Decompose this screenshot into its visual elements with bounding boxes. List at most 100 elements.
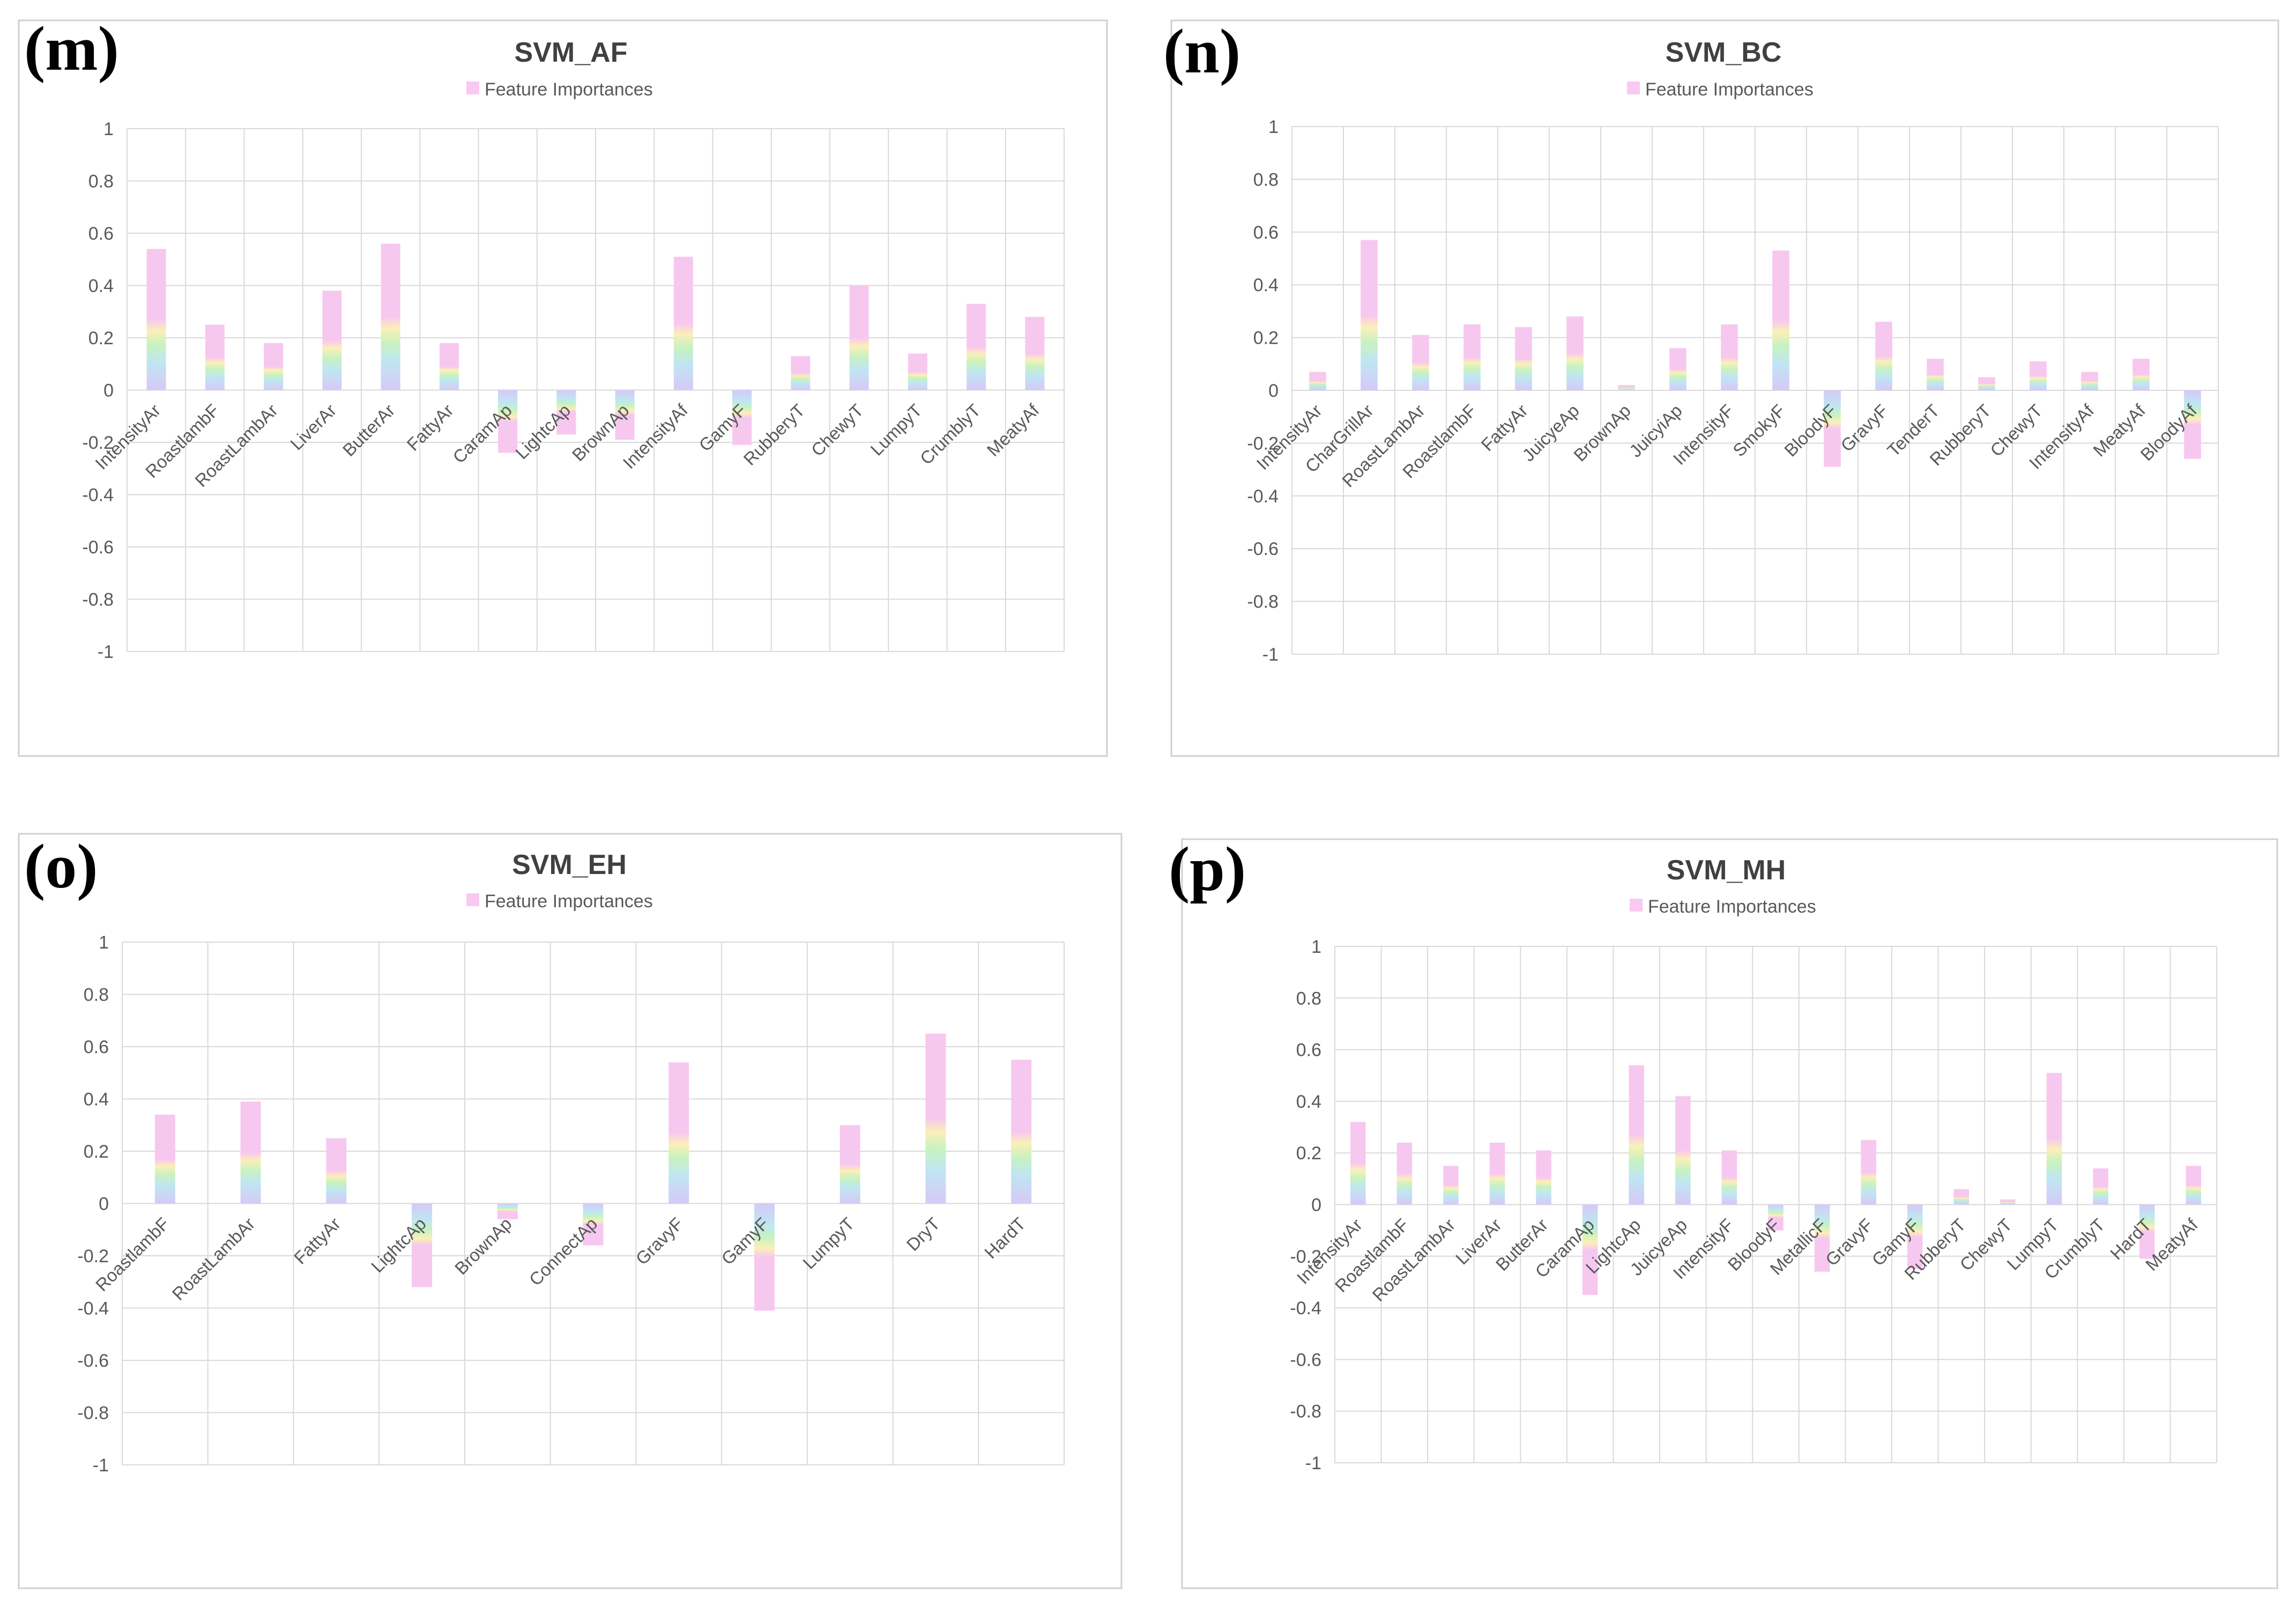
bar-lightcap <box>556 390 576 435</box>
bar-intensityf <box>1721 324 1738 390</box>
bar-lumpyt <box>2046 1072 2062 1205</box>
bar-roastlambar <box>1443 1166 1459 1205</box>
bar-chewyt <box>2000 1199 2016 1205</box>
bar-butterar <box>1536 1150 1551 1205</box>
y-tick-label: 0.4 <box>1253 275 1279 295</box>
panel-letter: (p) <box>1169 834 1246 904</box>
bar-meatyaf <box>2186 1166 2201 1205</box>
bar-chargrillar <box>1361 240 1378 390</box>
bar-meatyaf <box>2132 358 2150 390</box>
bar-bloodyaf <box>2184 390 2201 459</box>
y-tick-label: 1 <box>1268 117 1279 137</box>
y-tick-label: -0.8 <box>82 590 114 610</box>
bar-rubberyt <box>1953 1189 1970 1205</box>
bar-meatyaf <box>1025 317 1045 390</box>
bar-crumblyt <box>967 303 986 390</box>
bar-gravyf <box>1861 1140 1876 1205</box>
y-tick-label: -0.8 <box>1247 592 1279 612</box>
bar-bloodyf <box>1824 390 1841 467</box>
bar-tendert <box>1927 358 1944 390</box>
y-tick-label: 1 <box>1311 937 1321 957</box>
y-tick-label: 0.4 <box>1296 1092 1321 1112</box>
y-tick-label: 0 <box>1268 381 1279 401</box>
y-tick-label: -0.4 <box>1290 1298 1321 1319</box>
bar-dryt <box>925 1033 946 1204</box>
legend-swatch <box>466 893 479 906</box>
y-tick-label: -1 <box>93 1455 109 1476</box>
bar-gamyf <box>732 390 752 445</box>
bar-hardt <box>1011 1060 1032 1204</box>
chart-panel-svm_mh: (p) SVM_MH Feature Importances 1 0.8 0.6 0.4 0.… <box>1169 834 2278 1589</box>
bar-intensityar <box>146 249 166 390</box>
bar-butterar <box>381 243 400 390</box>
bar-roastlambar <box>264 343 284 390</box>
bar-roastlambar <box>240 1101 261 1204</box>
bar-roastlambf <box>1463 324 1481 390</box>
y-tick-label: -0.8 <box>1290 1402 1321 1422</box>
y-tick-label: 0.8 <box>88 172 114 192</box>
y-tick-label: 0.2 <box>88 328 114 349</box>
y-tick-label: 0.6 <box>88 224 114 244</box>
chart-legend: Feature Importances <box>466 79 653 100</box>
legend-swatch <box>466 82 479 94</box>
y-tick-label: -0.2 <box>82 433 114 453</box>
bar-intensityar <box>1309 372 1326 390</box>
bar-chewyt <box>2030 361 2047 390</box>
bar-fattyar <box>1515 327 1532 390</box>
y-tick-label: 0.4 <box>84 1090 109 1110</box>
bar-juicyeap <box>1566 316 1584 390</box>
bar-fattyar <box>439 343 459 390</box>
chart-frame <box>18 19 1108 757</box>
y-tick-label: -0.2 <box>1247 433 1279 454</box>
y-tick-label: 0.6 <box>1296 1040 1321 1061</box>
bar-liverar <box>322 291 342 390</box>
y-tick-label: 1 <box>103 119 114 139</box>
chart-title: SVM_BC <box>1666 37 1782 68</box>
y-tick-label: 0.2 <box>1296 1143 1321 1164</box>
bar-juicyiap <box>1669 348 1686 390</box>
bar-lumpyt <box>908 353 927 390</box>
bar-rubberyt <box>791 356 811 390</box>
y-tick-label: 0.4 <box>88 276 114 297</box>
legend-label: Feature Importances <box>1648 897 1816 917</box>
y-tick-label: -0.6 <box>1290 1350 1321 1370</box>
y-tick-label: -1 <box>98 642 114 662</box>
bar-roastlambar <box>1412 335 1429 390</box>
y-tick-label: 0.6 <box>1253 223 1279 243</box>
bar-intensityf <box>1721 1150 1737 1205</box>
legend-label: Feature Importances <box>1645 79 1814 100</box>
bar-gamyf <box>1907 1204 1923 1269</box>
y-tick-label: -0.6 <box>1247 539 1279 559</box>
chart-title: SVM_EH <box>512 849 627 880</box>
bar-chewyt <box>849 285 869 390</box>
bar-crumblyt <box>2093 1168 2108 1205</box>
legend-swatch <box>1627 82 1640 94</box>
y-tick-label: 0.8 <box>84 985 109 1005</box>
chart-frame <box>1181 838 2278 1589</box>
bar-liverar <box>1489 1142 1505 1205</box>
bar-gamyf <box>754 1203 775 1311</box>
y-tick-label: -0.6 <box>82 537 114 558</box>
y-tick-label: 0.8 <box>1296 988 1321 1009</box>
y-tick-label: -0.2 <box>1290 1247 1321 1267</box>
y-tick-label: -0.8 <box>77 1403 109 1424</box>
y-tick-label: 0 <box>103 381 114 401</box>
y-tick-label: 1 <box>99 932 109 953</box>
bar-lightcap <box>412 1203 433 1287</box>
bar-gravyf <box>1875 322 1892 390</box>
y-tick-label: -1 <box>1305 1453 1321 1473</box>
bar-intensityar <box>1350 1122 1366 1205</box>
chart-legend: Feature Importances <box>466 891 653 912</box>
chart-frame <box>18 833 1123 1589</box>
legend-label: Feature Importances <box>485 891 653 912</box>
chart-legend: Feature Importances <box>1627 79 1814 100</box>
y-tick-label: -0.6 <box>77 1351 109 1371</box>
panel-letter: (n) <box>1163 16 1240 86</box>
y-tick-label: 0.8 <box>1253 169 1279 190</box>
bar-lumpyt <box>839 1125 860 1204</box>
chart-panel-svm_bc: (n) SVM_BC Feature Importances 1 0.8 0.6 0.4 0.… <box>1163 16 2279 757</box>
y-tick-label: -0.2 <box>77 1246 109 1267</box>
y-tick-label: 0.2 <box>84 1142 109 1162</box>
bar-fattyar <box>326 1138 347 1204</box>
